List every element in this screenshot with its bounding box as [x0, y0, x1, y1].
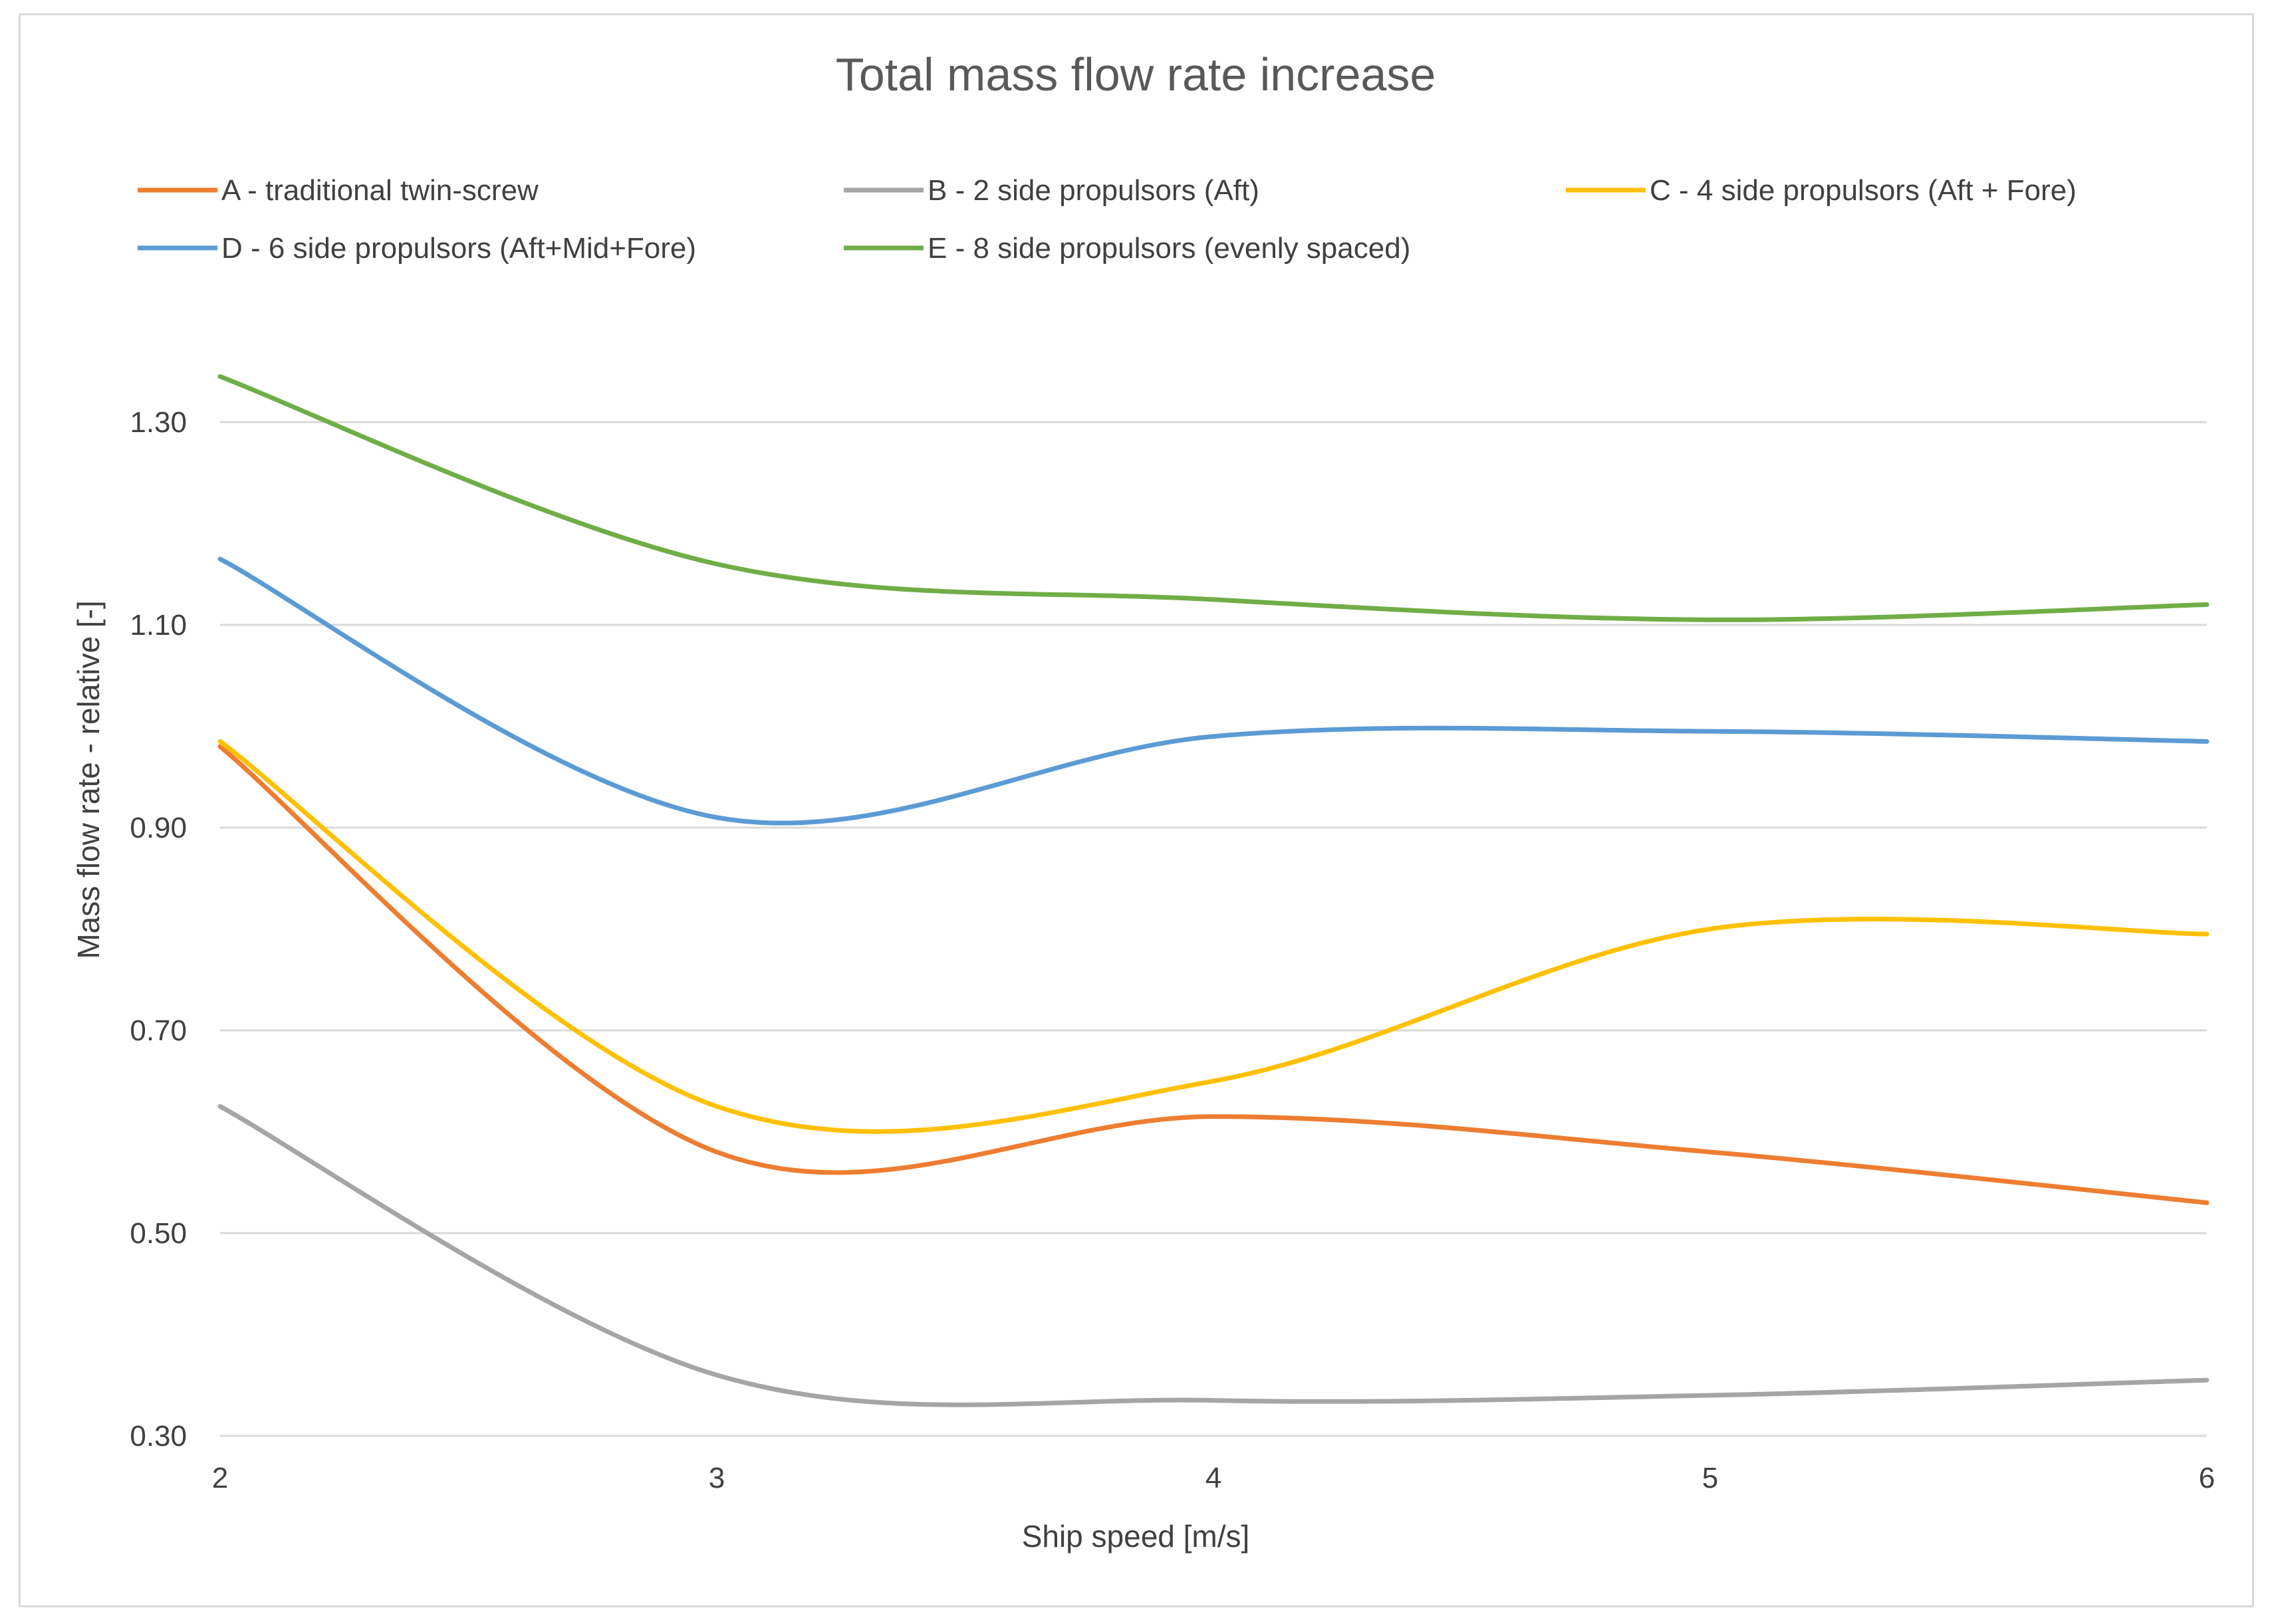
x-tick-label: 6 — [2199, 1462, 2215, 1494]
legend-label: E - 8 side propulsors (evenly spaced) — [928, 232, 1410, 265]
legend-item-d: D - 6 side propulsors (Aft+Mid+Fore) — [138, 232, 696, 265]
y-tick-label: 1.30 — [130, 406, 187, 439]
chart-frame: Total mass flow rate increase A - tradit… — [19, 13, 2254, 1607]
y-tick-labels: 0.30 0.50 0.70 0.90 1.10 1.30 — [130, 406, 187, 1452]
x-tick-label: 4 — [1205, 1462, 1221, 1494]
x-axis-title: Ship speed [m/s] — [1022, 1519, 1250, 1554]
series-lines — [217, 374, 2209, 1407]
gridlines — [220, 421, 2207, 1437]
y-tick-label: 0.90 — [130, 812, 187, 844]
legend-label: B - 2 side propulsors (Aft) — [928, 174, 1259, 207]
y-tick-label: 0.30 — [130, 1420, 187, 1452]
legend-label: C - 4 side propulsors (Aft + Fore) — [1650, 174, 2077, 207]
x-tick-label: 3 — [709, 1462, 725, 1494]
chart-title: Total mass flow rate increase — [836, 49, 1436, 100]
legend-item-c: C - 4 side propulsors (Aft + Fore) — [1566, 174, 2077, 207]
y-tick-label: 1.10 — [130, 609, 187, 641]
x-tick-label: 2 — [212, 1462, 228, 1494]
legend-label: D - 6 side propulsors (Aft+Mid+Fore) — [221, 232, 696, 265]
y-axis-title: Mass flow rate - relative [-] — [71, 600, 106, 959]
series-line-c — [217, 739, 2209, 1134]
legend-item-e: E - 8 side propulsors (evenly spaced) — [844, 232, 1410, 265]
legend-label: A - traditional twin-screw — [221, 174, 539, 207]
x-tick-labels: 2 3 4 5 6 — [212, 1462, 2215, 1494]
chart-svg: Total mass flow rate increase A - tradit… — [71, 49, 2215, 1554]
legend-item-b: B - 2 side propulsors (Aft) — [844, 174, 1259, 207]
y-tick-label: 0.50 — [130, 1217, 187, 1250]
series-line-a — [217, 744, 2209, 1205]
y-tick-label: 0.70 — [130, 1014, 187, 1047]
series-line-d — [217, 556, 2209, 826]
series-line-b — [217, 1103, 2209, 1407]
x-tick-label: 5 — [1702, 1462, 1718, 1494]
legend: A - traditional twin-screw B - 2 side pro… — [138, 174, 2077, 265]
legend-item-a: A - traditional twin-screw — [138, 174, 539, 207]
series-line-e — [217, 374, 2209, 622]
